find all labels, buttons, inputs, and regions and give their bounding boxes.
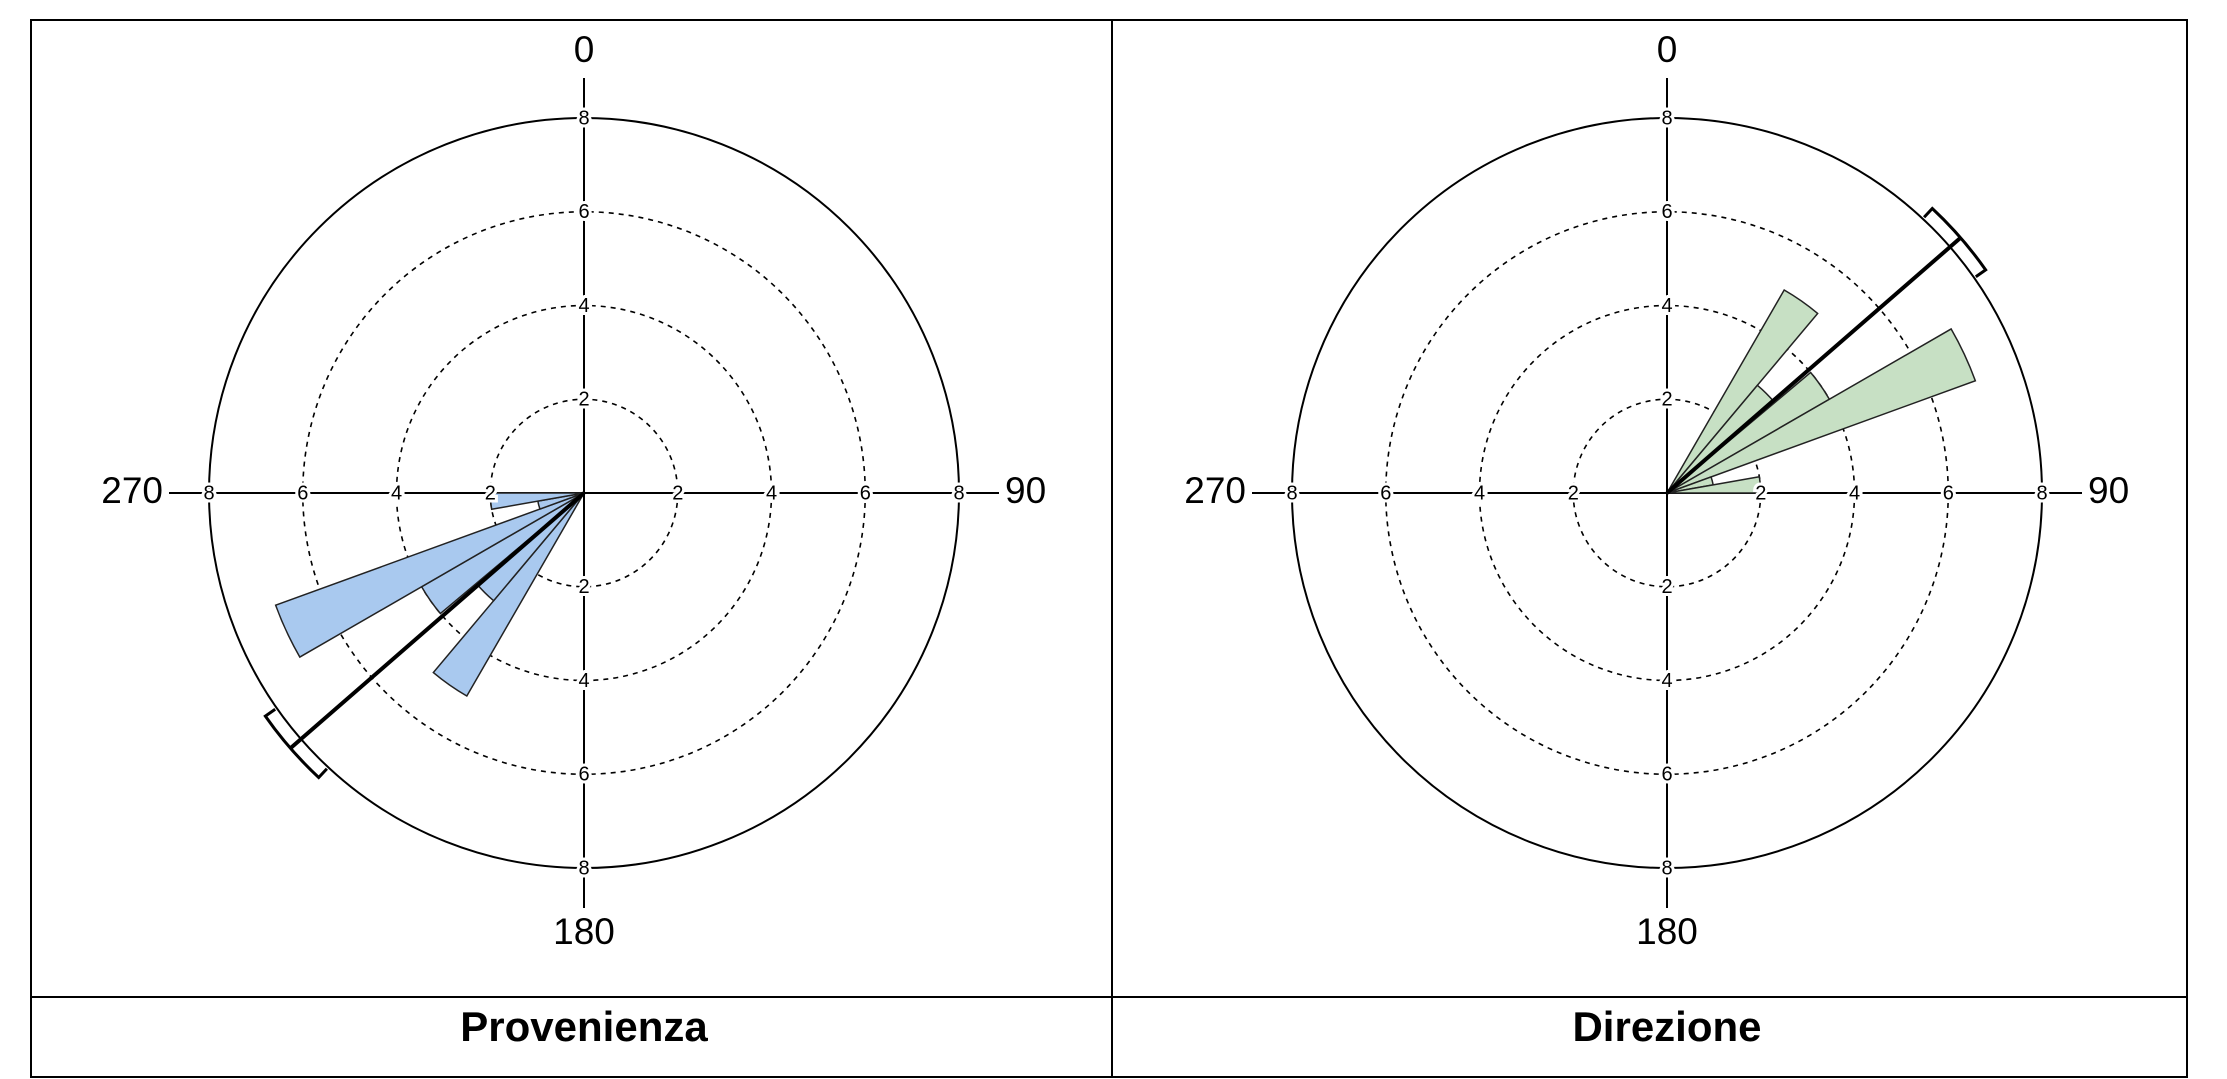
- angle-label: 270: [101, 470, 163, 511]
- table-border: [30, 19, 2188, 1078]
- ring: [395, 304, 773, 682]
- rose-wedge: [274, 492, 585, 659]
- radial-tick-label: 6: [1943, 482, 1954, 504]
- radial-tick-label: 2: [578, 389, 589, 411]
- ring: [208, 117, 960, 869]
- radial-tick-label: 2: [485, 482, 496, 504]
- rose-wedge: [489, 492, 585, 511]
- radial-tick-label: 6: [1661, 201, 1672, 223]
- rose-wedge: [1666, 289, 1819, 494]
- radial-tick-label: 2: [1661, 576, 1672, 598]
- caption: Provenienza: [460, 1003, 708, 1050]
- ring: [301, 210, 867, 776]
- radial-tick-label: 8: [578, 107, 589, 129]
- rose-wedge: [1666, 475, 1762, 494]
- ring: [1384, 210, 1950, 776]
- confidence-arc: [1923, 206, 1988, 278]
- radial-tick-label: 4: [1849, 482, 1860, 504]
- angle-label: 0: [1657, 29, 1678, 70]
- angle-label: 90: [2088, 470, 2129, 511]
- radial-tick-label: 8: [578, 857, 589, 879]
- angle-label: 180: [553, 911, 615, 952]
- radial-tick-label: 6: [1380, 482, 1391, 504]
- angle-label: 180: [1636, 911, 1698, 952]
- radial-tick-label: 6: [578, 201, 589, 223]
- radial-tick-label: 6: [297, 482, 308, 504]
- radial-tick-label: 2: [1568, 482, 1579, 504]
- radial-tick-label: 8: [1661, 857, 1672, 879]
- radial-tick-label: 4: [1661, 670, 1672, 692]
- confidence-arc: [263, 708, 328, 780]
- rose-wedge: [432, 492, 585, 697]
- radial-tick-label: 2: [672, 482, 683, 504]
- radial-tick-label: 6: [578, 764, 589, 786]
- radial-tick-label: 8: [203, 482, 214, 504]
- radial-tick-label: 4: [578, 670, 589, 692]
- radial-tick-label: 2: [578, 576, 589, 598]
- angle-label: 270: [1184, 470, 1246, 511]
- caption: Direzione: [1572, 1003, 1761, 1050]
- radial-tick-label: 2: [1755, 482, 1766, 504]
- radial-tick-label: 6: [860, 482, 871, 504]
- mean-direction: [289, 491, 586, 750]
- mean-direction: [1665, 236, 1962, 495]
- radial-tick-label: 4: [391, 482, 402, 504]
- angle-label: 0: [574, 29, 595, 70]
- ring: [1478, 304, 1856, 682]
- radial-tick-label: 6: [1661, 764, 1672, 786]
- ring: [1291, 117, 2043, 869]
- angle-label: 90: [1005, 470, 1046, 511]
- radial-tick-label: 4: [1661, 295, 1672, 317]
- radial-tick-label: 8: [1286, 482, 1297, 504]
- radial-tick-label: 8: [1661, 107, 1672, 129]
- radial-tick-label: 2: [1661, 389, 1672, 411]
- radial-tick-label: 4: [1474, 482, 1485, 504]
- radial-tick-label: 4: [578, 295, 589, 317]
- radial-tick-label: 8: [2036, 482, 2047, 504]
- radial-tick-label: 8: [953, 482, 964, 504]
- rose-wedge: [1666, 327, 1977, 494]
- radial-tick-label: 4: [766, 482, 777, 504]
